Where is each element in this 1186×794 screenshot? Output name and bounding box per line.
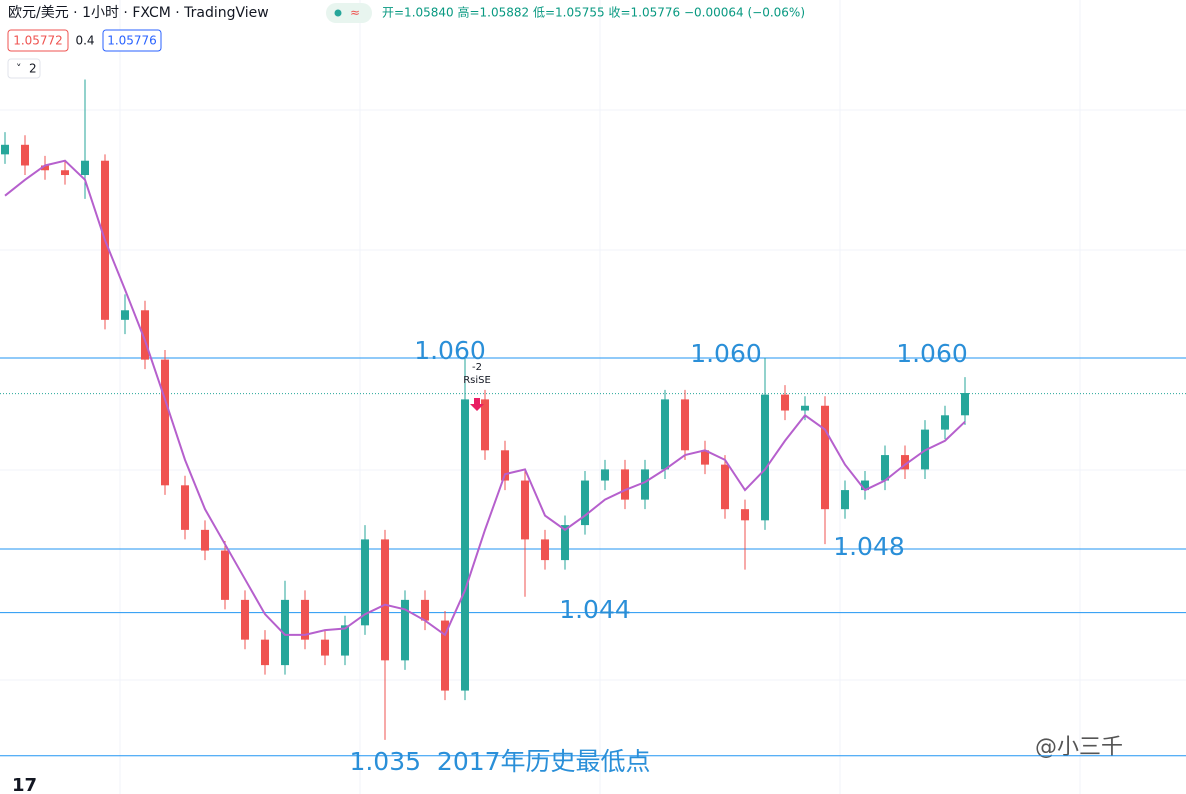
candle-body (701, 450, 709, 465)
signal-name: RsiSE (463, 375, 491, 386)
candle-body (41, 165, 49, 171)
candle-body (341, 625, 349, 656)
symbol-title: 欧元/美元 · 1小时 · FXCM · TradingView (8, 5, 269, 21)
candle-body (21, 144, 29, 166)
candle-body (421, 599, 429, 621)
candle-body (201, 529, 209, 551)
candle-body (861, 480, 869, 491)
candle-body (261, 639, 269, 666)
status-icon: ≈ (350, 6, 360, 20)
candle-body (181, 485, 189, 530)
ask: 1.05776 (107, 34, 157, 48)
candle-body (741, 509, 749, 521)
candle-body (241, 599, 249, 640)
candle-body (401, 599, 409, 661)
signal-arrow (470, 398, 484, 411)
candle-body (661, 399, 669, 470)
candle-body (81, 160, 89, 176)
chevron: ˅ (16, 62, 22, 75)
candle-body (61, 170, 69, 176)
signal-count: -2 (472, 362, 482, 373)
candle-body (321, 639, 329, 656)
candle-body (481, 399, 489, 451)
candle-body (581, 480, 589, 526)
candle-body (441, 620, 449, 691)
bid: 1.05772 (13, 34, 63, 48)
indicator-toggle[interactable] (7, 58, 41, 79)
candle-body (841, 490, 849, 510)
candle-body (641, 469, 649, 500)
candle-body (621, 469, 629, 500)
candle-body (161, 359, 169, 486)
candle-body (781, 394, 789, 411)
candle-body (681, 399, 689, 451)
candle-body (761, 394, 769, 521)
bid-box[interactable] (7, 29, 69, 52)
annotation: 1.060 (896, 339, 968, 368)
candle-body (1, 144, 9, 155)
candle-body (801, 405, 809, 411)
candle-body (221, 550, 229, 600)
annotation: 1.044 (559, 595, 631, 624)
annotation: 1.060 (690, 339, 762, 368)
candle-body (881, 455, 889, 481)
candle-body (361, 539, 369, 626)
ask-box[interactable] (102, 29, 162, 52)
candle-body (601, 469, 609, 481)
annotation: 1.060 (414, 336, 486, 365)
moving-average (4, 159, 966, 637)
candle-body (541, 539, 549, 561)
candle-body (381, 539, 389, 661)
candle-body (961, 393, 969, 416)
candle-body (561, 525, 569, 561)
status-dot (334, 9, 342, 17)
candle-body (521, 480, 529, 540)
candle-body (461, 399, 469, 691)
annotation: 1.048 (833, 532, 905, 561)
candle-body (721, 464, 729, 510)
status-pill[interactable] (326, 3, 372, 23)
candle-body (281, 599, 289, 666)
candle-body (941, 415, 949, 430)
candle-body (301, 599, 309, 640)
spread: 0.4 (75, 34, 94, 48)
annotation: 1.035 2017年历史最低点 (349, 747, 650, 776)
candle-body (141, 310, 149, 360)
candle-body (501, 450, 509, 481)
candle-body (121, 310, 129, 320)
candle-body (821, 405, 829, 510)
logo[interactable]: 17 (12, 775, 37, 794)
candle-body (901, 455, 909, 470)
indicator-count: 2 (29, 62, 37, 76)
ohlc: 开=1.05840 高=1.05882 低=1.05755 收=1.05776 … (382, 5, 805, 20)
